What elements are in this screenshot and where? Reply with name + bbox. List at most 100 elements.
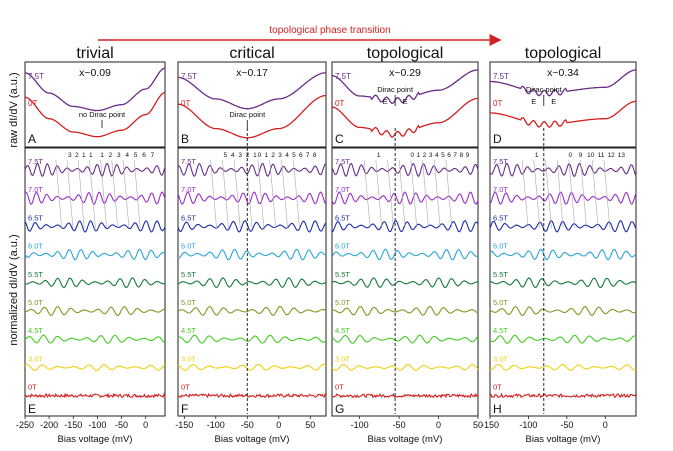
norm-field-label: 4.5T bbox=[28, 326, 43, 335]
ll-guide-line bbox=[210, 159, 217, 229]
x-axis-label: Bias voltage (mV) bbox=[526, 434, 601, 445]
norm-field-label: 5.0T bbox=[28, 298, 43, 307]
dirac-annotation: Dirac point bbox=[526, 85, 563, 94]
x-tick-label: -150 bbox=[64, 420, 82, 430]
norm-field-label: 0T bbox=[28, 383, 37, 392]
raw-curve-0t bbox=[331, 97, 479, 138]
norm-curve-5_5t bbox=[24, 277, 166, 289]
raw-label-zero: 0T bbox=[181, 99, 190, 108]
norm-frame bbox=[177, 147, 327, 417]
ll-guide-line bbox=[122, 159, 130, 229]
norm-curve-5_0t bbox=[489, 306, 637, 316]
ll-guide-line bbox=[77, 159, 85, 229]
norm-frame bbox=[489, 147, 637, 417]
raw-curve-0t bbox=[177, 94, 327, 139]
norm-field-label: 0T bbox=[493, 383, 502, 392]
norm-curve-4_5t bbox=[489, 334, 637, 344]
ll-label-right: 5 bbox=[292, 152, 296, 159]
ll-guide-line bbox=[66, 159, 74, 229]
norm-field-label: 7.0T bbox=[28, 185, 43, 194]
norm-field-label: 0T bbox=[181, 383, 190, 392]
ll-guide-line bbox=[533, 159, 541, 229]
ll-label-right: 5 bbox=[134, 152, 138, 159]
ll-guide-line bbox=[363, 159, 371, 229]
x-tick-label: -100 bbox=[519, 420, 537, 430]
x-tick-label: 50 bbox=[305, 420, 315, 430]
norm-curve-0t bbox=[24, 392, 166, 399]
norm-curve-7_0t bbox=[24, 191, 166, 205]
ll-label-right: 9 bbox=[466, 152, 470, 159]
raw-frame bbox=[331, 61, 479, 148]
norm-curve-6_5t bbox=[489, 219, 637, 233]
raw-curve-7.5t bbox=[24, 67, 166, 112]
ll-label-left: 1 bbox=[89, 152, 93, 159]
ll-guide-line bbox=[245, 159, 253, 229]
norm-field-label: 5.5T bbox=[181, 270, 196, 279]
e-label-minus: E bbox=[531, 97, 536, 106]
x-tick-label: -50 bbox=[115, 420, 128, 430]
ll-guide-line bbox=[375, 159, 383, 229]
ll-label-right: 3 bbox=[278, 152, 282, 159]
ll-label-left: 1 bbox=[535, 152, 539, 159]
ll-label-right: 6 bbox=[299, 152, 303, 159]
norm-field-label: 6.5T bbox=[28, 213, 43, 222]
ll-guide-line bbox=[55, 159, 63, 229]
norm-curve-7_5t bbox=[177, 162, 327, 177]
panel-title: topological bbox=[525, 45, 602, 62]
norm-field-label: 5.0T bbox=[493, 298, 508, 307]
norm-field-label: 7.0T bbox=[181, 185, 196, 194]
norm-field-label: 6.0T bbox=[28, 242, 43, 251]
norm-field-label: 7.5T bbox=[181, 157, 196, 166]
norm-curve-5_5t bbox=[177, 277, 327, 289]
norm-field-label: 6.5T bbox=[335, 213, 350, 222]
x-tick-label: -150 bbox=[175, 420, 193, 430]
norm-curve-6_0t bbox=[177, 248, 327, 261]
x-tick-label: -100 bbox=[207, 420, 225, 430]
x-tick-label: -250 bbox=[16, 420, 34, 430]
x-tick-label: 0 bbox=[143, 420, 148, 430]
dirac-annotation: Dirac point bbox=[229, 110, 266, 119]
ll-guide-line bbox=[545, 159, 552, 229]
ll-label-right: 4 bbox=[435, 152, 439, 159]
ll-label-left: 4 bbox=[231, 152, 235, 159]
raw-label-high: 7.5T bbox=[493, 72, 509, 81]
norm-field-label: 6.0T bbox=[493, 242, 508, 251]
raw-label-high: 7.5T bbox=[28, 72, 44, 81]
ll-label-right: 5 bbox=[441, 152, 445, 159]
x-tick-label: 0 bbox=[436, 420, 441, 430]
norm-curve-5_0t bbox=[177, 305, 327, 316]
norm-curve-3_0t bbox=[331, 363, 479, 371]
norm-curve-6_0t bbox=[331, 248, 479, 261]
norm-field-label: 3.0T bbox=[28, 354, 43, 363]
ll-guide-line bbox=[100, 159, 107, 229]
raw-curve-0t bbox=[490, 100, 637, 128]
ll-guide-line bbox=[257, 159, 265, 229]
norm-frame bbox=[331, 147, 479, 417]
ll-label-right: 0 bbox=[568, 152, 572, 159]
ll-label-right: 11 bbox=[598, 152, 605, 159]
norm-curve-7_5t bbox=[24, 162, 166, 177]
panel-letter-top: A bbox=[28, 132, 36, 146]
phase-transition-arrow: topological phase transition bbox=[98, 25, 502, 46]
ll-guide-line bbox=[89, 159, 96, 229]
norm-field-label: 6.5T bbox=[181, 213, 196, 222]
ll-guide-line bbox=[293, 159, 300, 229]
x-tick-label: 0 bbox=[603, 420, 608, 430]
norm-field-label: 0T bbox=[335, 383, 344, 392]
ll-label-right: 8 bbox=[313, 152, 317, 159]
panel-letter-top: D bbox=[493, 132, 502, 146]
raw-label-zero: 0T bbox=[28, 99, 37, 108]
norm-curve-5_5t bbox=[489, 277, 637, 289]
e-label-plus: E bbox=[551, 97, 556, 106]
panel-subtitle: x~0.29 bbox=[389, 67, 421, 79]
dirac-annotation: no Dirac point bbox=[79, 110, 126, 119]
norm-curve-3_0t bbox=[490, 363, 637, 371]
norm-field-label: 7.5T bbox=[28, 157, 43, 166]
panel-bf: critical x~0.17 7.5T 0T Dirac point B 7.5T 7.0T… bbox=[175, 45, 327, 445]
panel-title: topological bbox=[367, 45, 444, 62]
ll-guide-line bbox=[269, 159, 277, 229]
norm-curve-7_0t bbox=[331, 191, 479, 205]
ll-guide-line bbox=[410, 159, 418, 229]
e-label-plus: E bbox=[403, 97, 408, 106]
